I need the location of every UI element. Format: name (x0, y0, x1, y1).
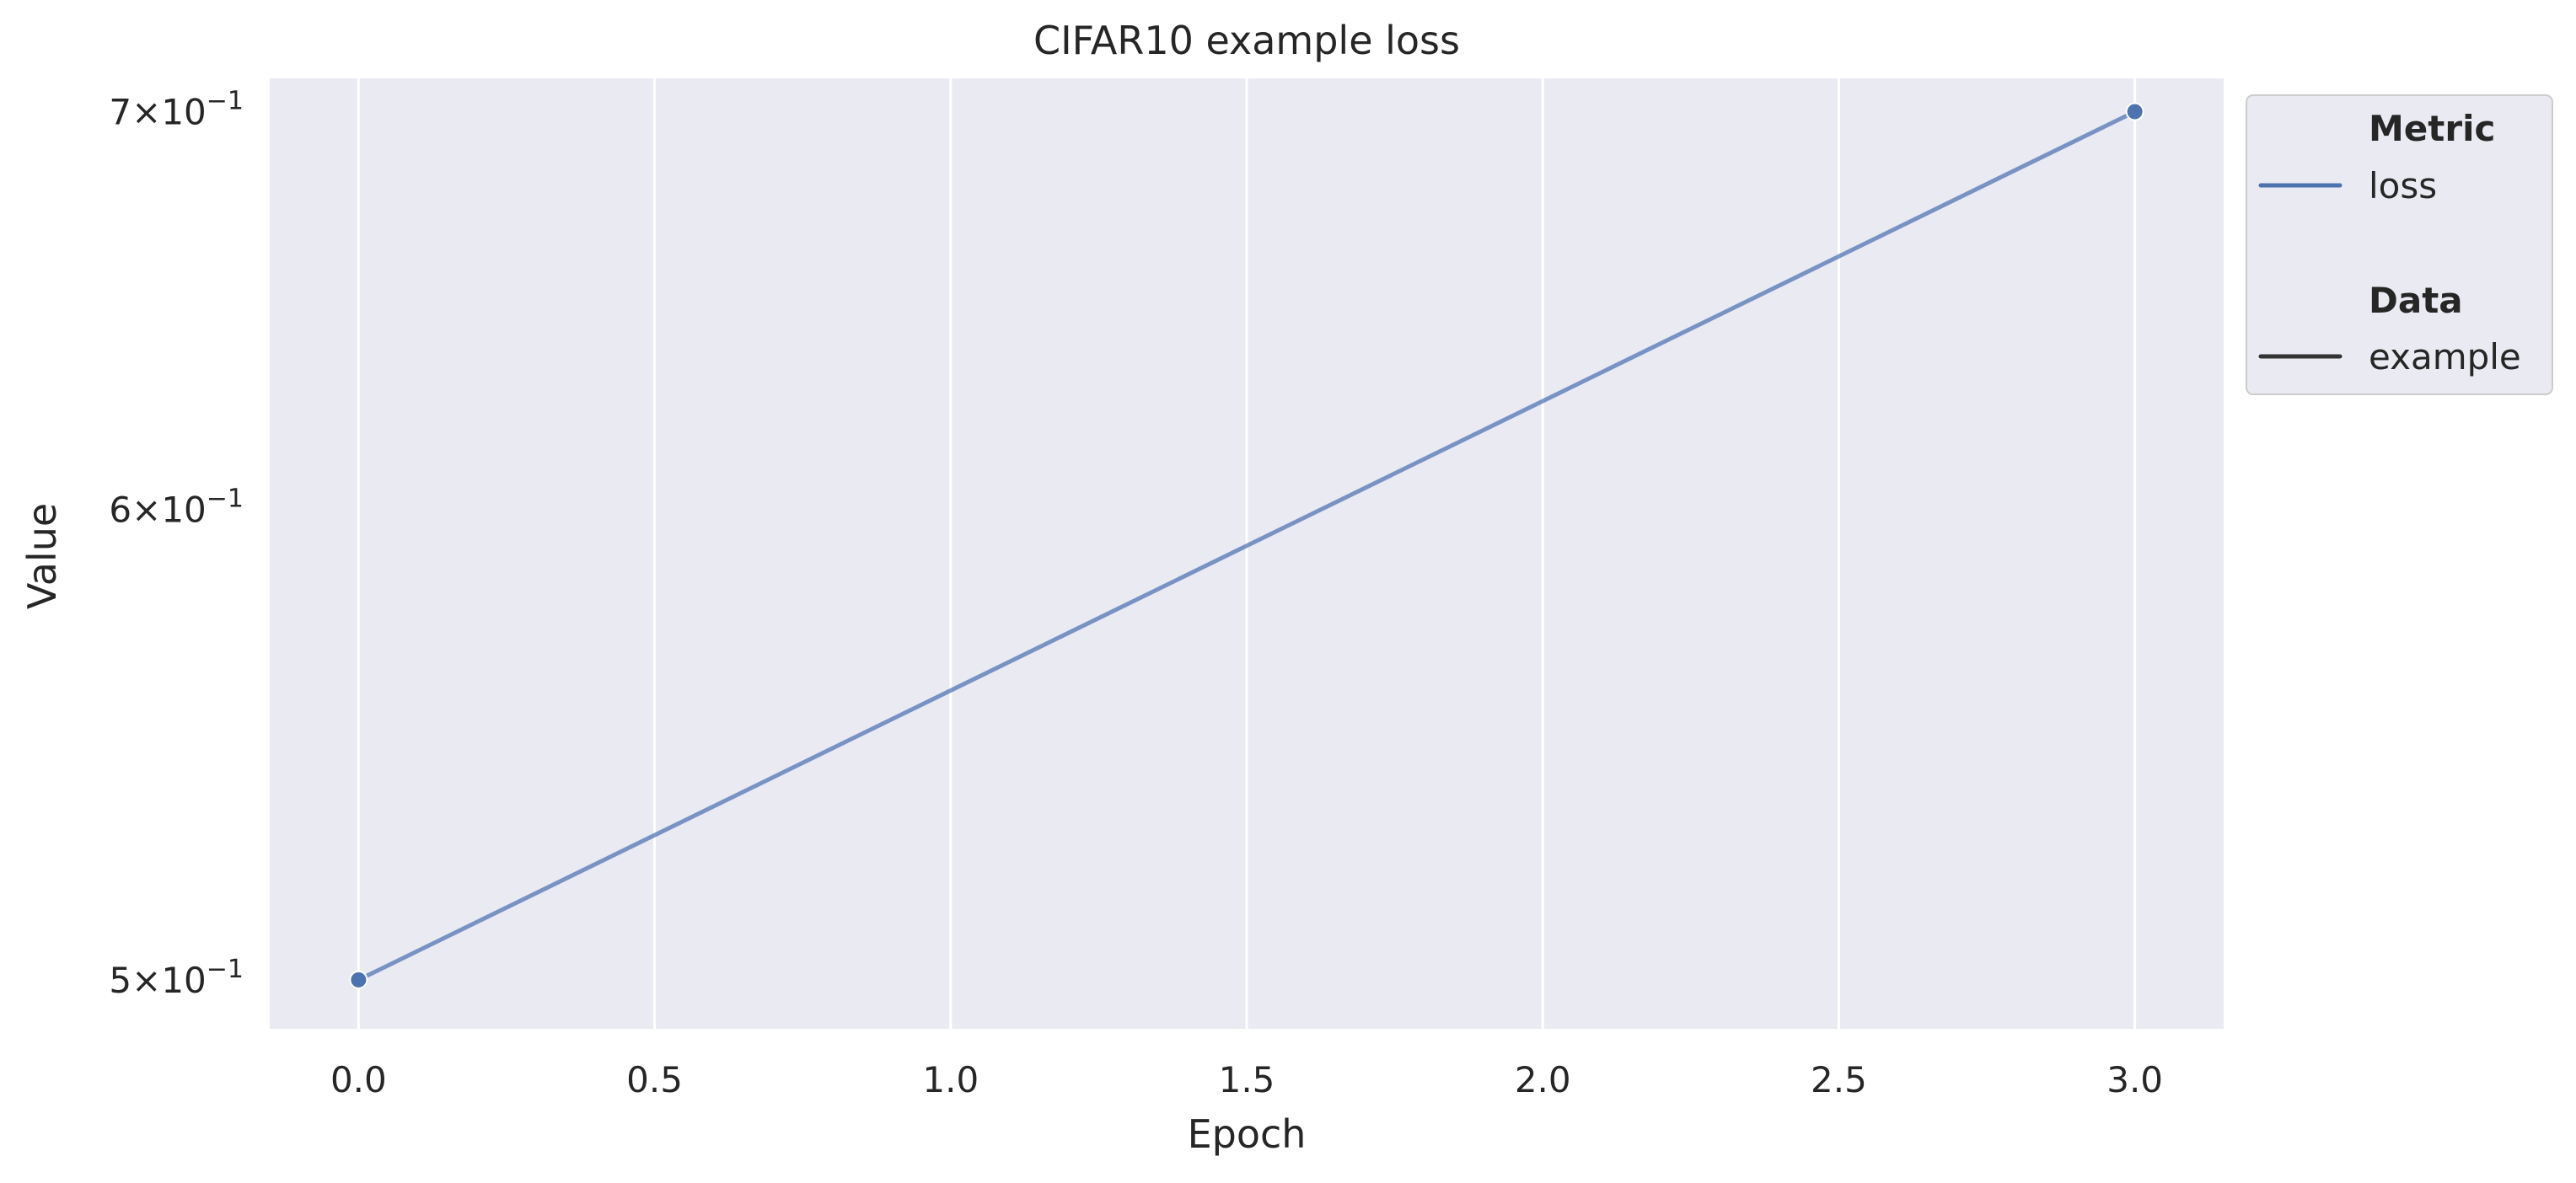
grid-lines (357, 78, 2137, 1029)
x-tick-label-2: 1.0 (922, 1059, 979, 1100)
legend-label-loss: loss (2369, 165, 2437, 206)
legend-heading-metric: Metric (2369, 108, 2495, 149)
legend-box (2246, 94, 2553, 395)
legend-label-example: example (2369, 336, 2521, 377)
x-axis-title: Epoch (1188, 1111, 1307, 1157)
chart-title: CIFAR10 example loss (1033, 18, 1460, 63)
data-point-loss-0 (349, 970, 368, 989)
series-line-loss (357, 110, 2136, 982)
x-tick-label-3: 1.5 (1219, 1059, 1275, 1100)
x-tick-label-4: 2.0 (1515, 1059, 1571, 1100)
y-tick-labels: 5×10−1 6×10−1 7×10−1 (109, 87, 244, 1001)
x-tick-label-0: 0.0 (330, 1059, 387, 1100)
series-layer (349, 102, 2144, 989)
y-tick-label-0: 5×10−1 (109, 955, 244, 1001)
x-tick-label-6: 3.0 (2106, 1059, 2163, 1100)
y-tick-label-1: 6×10−1 (109, 484, 244, 531)
y-tick-label-2: 7×10−1 (109, 87, 244, 133)
x-tick-label-1: 0.5 (626, 1059, 683, 1100)
data-point-loss-1 (2125, 102, 2144, 121)
legend-heading-data: Data (2369, 280, 2463, 321)
legend: Metric loss Data example (2246, 94, 2553, 395)
y-axis-title: Value (19, 503, 65, 609)
x-tick-label-5: 2.5 (1811, 1059, 1867, 1100)
x-tick-labels: 0.0 0.5 1.0 1.5 2.0 2.5 3.0 (330, 1059, 2163, 1100)
